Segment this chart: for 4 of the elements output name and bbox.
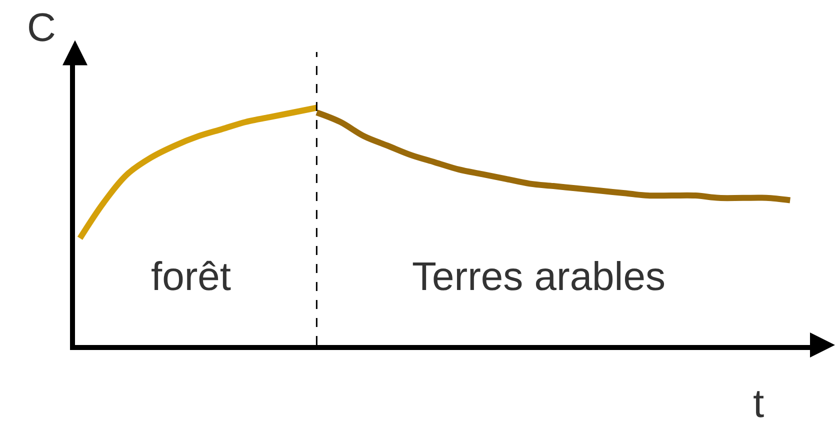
y-axis-title: C — [27, 6, 56, 50]
annotation: forêt — [151, 255, 232, 299]
x-axis-title: t — [753, 382, 764, 426]
annotation: Terres arables — [412, 255, 666, 299]
